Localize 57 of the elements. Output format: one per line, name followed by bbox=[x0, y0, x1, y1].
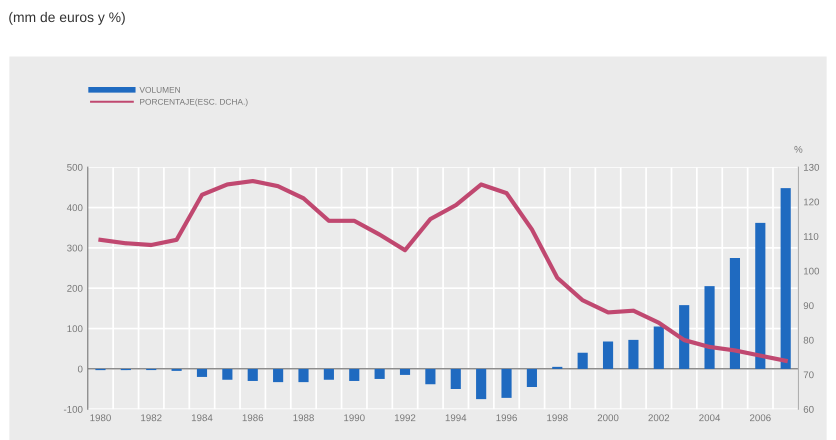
x-tick-label: 2004 bbox=[699, 414, 720, 422]
y2-tick-label: 110 bbox=[804, 233, 818, 240]
bar bbox=[755, 222, 766, 369]
y2-tick-label: 60 bbox=[804, 406, 814, 413]
x-tick-label: 1990 bbox=[344, 414, 365, 422]
bar bbox=[578, 352, 588, 369]
x-tick-label: 1996 bbox=[496, 414, 517, 422]
bar bbox=[654, 326, 664, 369]
y2-tick-label: 130 bbox=[804, 164, 820, 171]
legend-label: PORCENTAJE(ESC. DCHA.) bbox=[140, 98, 248, 106]
x-tick-label: 2006 bbox=[750, 414, 771, 422]
y-tick-label: 0 bbox=[78, 366, 83, 372]
bar bbox=[476, 368, 486, 400]
bar bbox=[196, 368, 208, 377]
bar bbox=[349, 368, 360, 381]
bar bbox=[400, 368, 410, 375]
x-tick-label: 1994 bbox=[446, 414, 466, 422]
y-tick-label: 200 bbox=[67, 284, 83, 292]
x-tick-label: 1984 bbox=[192, 414, 213, 422]
bar bbox=[730, 258, 740, 369]
x-tick-label: 1998 bbox=[547, 414, 568, 422]
x-tick-label: 2000 bbox=[598, 414, 618, 422]
y-tick-label: 400 bbox=[66, 204, 83, 212]
bar bbox=[526, 368, 537, 388]
x-tick-label: 1992 bbox=[394, 414, 416, 422]
y2-tick-label: 120 bbox=[804, 198, 820, 206]
y-tick-label: 500 bbox=[67, 164, 83, 171]
bar bbox=[501, 368, 512, 398]
y-tick-label: -100 bbox=[64, 406, 83, 413]
bar bbox=[425, 368, 436, 384]
y2-axis-title: % bbox=[794, 146, 802, 153]
bar bbox=[298, 368, 309, 382]
y-tick-label: 100 bbox=[67, 325, 83, 332]
bar bbox=[704, 286, 715, 369]
bar bbox=[628, 340, 638, 369]
x-tick-label: 1986 bbox=[242, 414, 264, 422]
y-tick-label: 300 bbox=[67, 244, 83, 252]
x-tick-label: 1980 bbox=[90, 414, 111, 422]
x-tick-label: 2002 bbox=[648, 414, 670, 422]
bar bbox=[222, 368, 232, 380]
y2-tick-label: 100 bbox=[804, 268, 820, 275]
bar bbox=[248, 368, 258, 381]
bar bbox=[602, 341, 614, 369]
bar bbox=[679, 305, 690, 369]
y2-tick-label: 80 bbox=[804, 336, 814, 344]
line-series bbox=[98, 178, 788, 363]
bar bbox=[374, 368, 385, 379]
y2-tick-label: 90 bbox=[804, 302, 814, 310]
bar bbox=[780, 188, 791, 369]
x-tick-label: 1988 bbox=[293, 414, 314, 422]
x-tick-label: 1982 bbox=[141, 414, 162, 422]
legend-label: VOLUMEN bbox=[139, 86, 180, 93]
y2-tick-label: 70 bbox=[804, 371, 814, 378]
chart-title: (mm de euros y %) bbox=[9, 12, 125, 25]
bar bbox=[273, 368, 284, 382]
bar bbox=[450, 368, 461, 390]
bar bbox=[324, 368, 334, 380]
